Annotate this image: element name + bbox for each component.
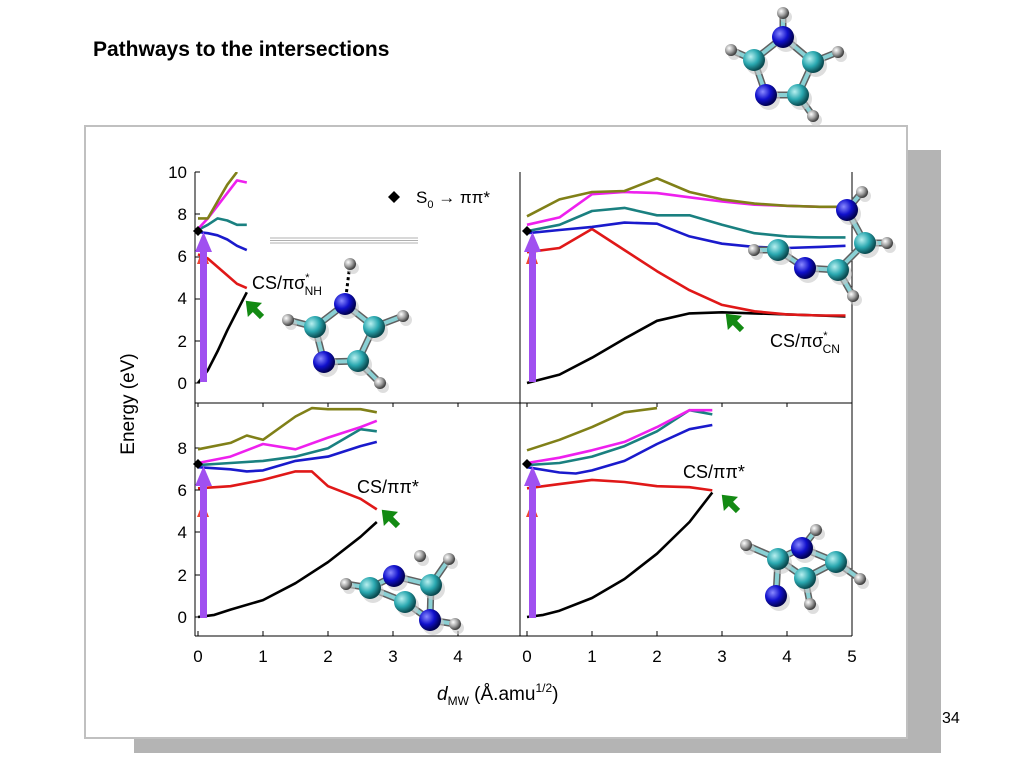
x-axis-label-sub: MW [448, 694, 470, 708]
x-tick-left-3: 3 [388, 647, 397, 666]
y-tick-bottom-4: 4 [178, 523, 187, 542]
curve-magenta-bottom-left [197, 419, 378, 465]
curve-olive-bottom-right [526, 406, 658, 452]
curve-teal-bottom-left [197, 427, 377, 467]
label-cs-pipi-left: CS/ππ* [357, 477, 419, 497]
curve-magenta-bottom-right [526, 408, 713, 465]
x-tick-left-2: 2 [323, 647, 332, 666]
curve-teal-top-left [197, 217, 247, 232]
violet-arrow-shaft [200, 248, 207, 382]
legend-text: S0 → ππ* [416, 188, 490, 211]
y-tick-top-10: 10 [168, 163, 187, 182]
legend-diamond-icon [388, 191, 400, 203]
curve-olive-top-left [198, 172, 239, 220]
y-tick-top-6: 6 [178, 247, 187, 266]
y-tick-top-8: 8 [178, 205, 187, 224]
x-axis-label-end: ) [552, 684, 558, 705]
start-diamond-bottom-right [522, 459, 532, 469]
nh-sup: * [305, 272, 310, 284]
curve-red-bottom-left [197, 470, 378, 511]
x-tick-right-3: 3 [717, 647, 726, 666]
molecule-pipi-right [740, 524, 869, 614]
page-number: 34 [942, 710, 960, 727]
x-tick-right-5: 5 [847, 647, 856, 666]
violet-arrow-head [195, 232, 212, 252]
curve-blue-bottom-right [526, 423, 713, 475]
x-tick-left-4: 4 [453, 647, 462, 666]
curve-black-bottom-left [197, 521, 378, 619]
excitation-arrows-top-left [195, 232, 212, 382]
molecule-top-corner [725, 7, 847, 126]
excitation-arrows-top-right [524, 232, 541, 382]
curve-blue-bottom-left [197, 440, 378, 473]
y-tick-bottom-6: 6 [178, 481, 187, 500]
label-cs-pipi-right: CS/ππ* [683, 462, 745, 482]
curve-magenta-top-left [197, 179, 248, 230]
curve-blue-top-right [526, 221, 846, 250]
curve-black-bottom-right [526, 491, 714, 619]
violet-arrow-shaft [200, 484, 207, 618]
violet-arrow-head [524, 232, 541, 252]
y-axis-label: Energy (eV) [118, 353, 139, 454]
x-tick-right-0: 0 [522, 647, 531, 666]
violet-arrow-shaft [529, 248, 536, 382]
y-tick-top-0: 0 [178, 374, 187, 393]
x-tick-left-0: 0 [193, 647, 202, 666]
x-tick-right-2: 2 [652, 647, 661, 666]
excitation-arrows-bottom-right [524, 466, 541, 618]
nh-main: CS/πσ [252, 273, 305, 293]
green-arrow-nh [245, 300, 265, 320]
x-tick-left-1: 1 [258, 647, 267, 666]
green-arrow-pipi-left [381, 509, 401, 529]
y-tick-bottom-8: 8 [178, 439, 187, 458]
excitation-arrows-bottom-left [195, 466, 212, 618]
y-tick-bottom-2: 2 [178, 566, 187, 585]
y-tick-top-2: 2 [178, 332, 187, 351]
start-diamond-top-right [522, 226, 532, 236]
molecule-pipi-left [340, 550, 464, 635]
label-cs-pisigma-nh: CS/πσ* NH [252, 272, 322, 298]
legend-prefix: S [416, 188, 427, 207]
green-arrow-pipi-right [721, 494, 741, 514]
x-axis-label-sup: 1/2 [535, 681, 552, 695]
violet-arrow-shaft [529, 484, 536, 618]
curve-teal-top-right [526, 206, 846, 239]
slide-title: Pathways to the intersections [93, 38, 390, 61]
cn-sup: * [823, 330, 828, 342]
cn-sub: CN [823, 342, 840, 356]
violet-arrow-head [195, 466, 212, 486]
start-diamond-top-left [193, 226, 203, 236]
curve-red-top-right [526, 227, 846, 317]
cn-main: CS/πσ [770, 331, 823, 351]
legend-suffix: → ππ* [433, 188, 490, 207]
legend: S0 → ππ* [388, 188, 490, 211]
curve-blue-top-left [197, 230, 248, 252]
x-tick-right-4: 4 [782, 647, 791, 666]
figure-frame [84, 125, 908, 739]
green-arrow-cn [725, 313, 745, 333]
curve-teal-bottom-right [526, 408, 713, 467]
y-tick-bottom-0: 0 [178, 608, 187, 627]
curve-olive-top-right [526, 177, 846, 218]
x-axis-label: dMW (Å.amu1/2) [437, 681, 558, 708]
start-diamond-bottom-left [193, 459, 203, 469]
curve-red-bottom-right [526, 478, 713, 492]
curve-olive-bottom-left [197, 406, 378, 451]
nh-sub: NH [305, 284, 322, 298]
x-axis-label-main: (Å.amu [469, 684, 536, 705]
label-cs-pisigma-cn: CS/πσ* CN [770, 330, 840, 356]
x-tick-right-1: 1 [587, 647, 596, 666]
violet-arrow-head [524, 466, 541, 486]
legend-subscript: 0 [427, 199, 433, 211]
y-tick-top-4: 4 [178, 289, 187, 308]
x-axis-label-d: d [437, 684, 449, 705]
legend-separator-lines [270, 237, 418, 244]
